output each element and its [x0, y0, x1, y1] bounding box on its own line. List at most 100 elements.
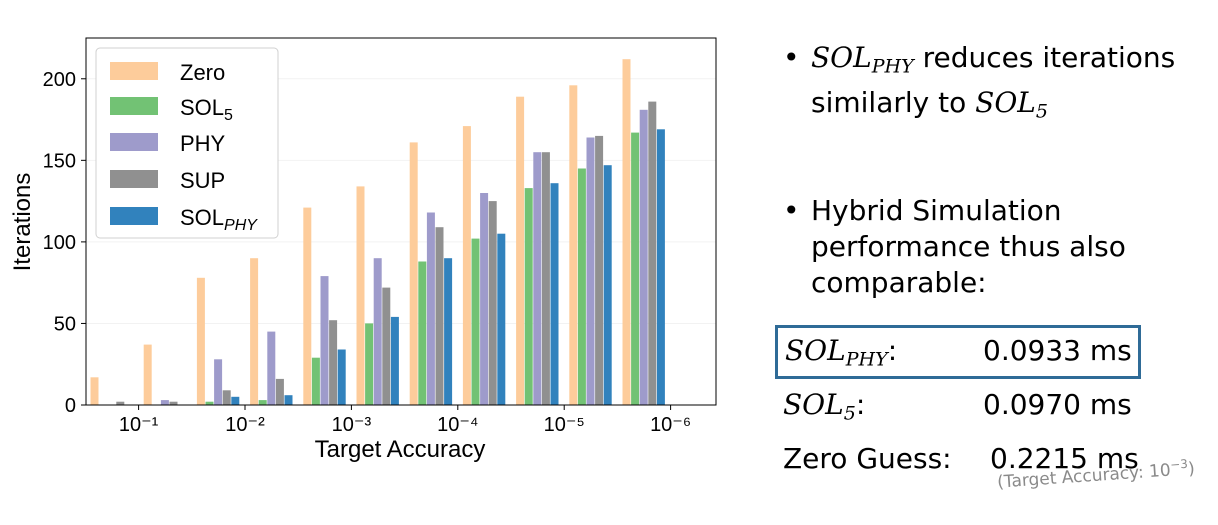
timing-table: SOLPHY: 0.0933 ms SOL5: 0.0970 ms Zero G… [783, 328, 1143, 490]
bar-solphy [390, 316, 399, 405]
bar-phy [214, 359, 223, 405]
y-tick-label: 100 [43, 232, 76, 254]
bar-sup [169, 401, 178, 405]
y-tick-label: 150 [43, 150, 76, 172]
x-axis-label: Target Accuracy [315, 436, 486, 463]
legend-label-sol5: SOL5 [180, 95, 233, 124]
math-base: SOL [811, 41, 872, 74]
legend: Zero SOL5 PHY SUP SOLPHY [95, 47, 279, 239]
bar-zero [250, 258, 259, 405]
bar-phy [586, 137, 595, 405]
x-tick-label: 10⁻³ [332, 414, 372, 436]
x-tick-label: 10⁻⁵ [544, 414, 585, 436]
y-tick-label: 0 [65, 395, 76, 417]
bar-solphy [603, 165, 612, 405]
bar-sol5 [418, 261, 427, 405]
legend-sol5-base: SOL [180, 95, 224, 120]
legend-label-solphy: SOLPHY [180, 205, 258, 234]
bullet-list: • SOLPHY reduces iterations similarly to… [783, 40, 1213, 301]
bar-phy [426, 212, 435, 405]
plot-frame [85, 37, 717, 406]
x-tick-label: 10⁻⁶ [650, 414, 691, 436]
bullet-item-1: • SOLPHY reduces iterations similarly to… [783, 40, 1213, 129]
bullet-item-2: • Hybrid Simulation performance thus als… [783, 193, 1213, 301]
math-sub: 5 [1035, 100, 1048, 123]
timing-row-zero: Zero Guess: 0.2215 ms [783, 436, 1143, 490]
bar-sup [435, 227, 444, 405]
bar-zero [409, 142, 418, 405]
bullet-1-text: reduces iterations similarly to [811, 41, 1176, 119]
bar-phy [639, 109, 648, 406]
legend-sol5-sub: 5 [224, 107, 233, 124]
bar-sol5 [631, 132, 640, 405]
legend-label-sup: SUP [180, 168, 225, 193]
x-tick-label: 10⁻¹ [119, 414, 159, 436]
bar-phy [373, 258, 382, 405]
bar-sup [116, 401, 125, 405]
bar-zero [143, 344, 152, 405]
x-tick-label: 10⁻² [225, 414, 265, 436]
math-sol-5: SOL5 [975, 85, 1048, 123]
bar-sol5 [365, 323, 374, 405]
timing-label: SOL5: [783, 388, 865, 425]
math-base: SOL [783, 388, 844, 421]
timing-value: 0.0970 ms [983, 388, 1132, 421]
bar-zero [196, 277, 205, 405]
bar-solphy [497, 233, 506, 405]
bar-solphy [231, 396, 240, 405]
bullet-dot-icon: • [783, 194, 800, 228]
bar-sup [541, 152, 550, 405]
bar-zero [622, 59, 631, 405]
legend-swatch-sol5 [110, 97, 158, 115]
math-sub: 5 [843, 402, 856, 425]
legend-label-zero: Zero [180, 60, 225, 85]
bar-chart: 0 50 100 150 200 10⁻¹ 10⁻² 10⁻³ 10⁻⁴ 10⁻⁵ 10⁻⁶ Ta… [9, 37, 717, 463]
bar-sol5 [577, 168, 586, 405]
bar-zero [462, 126, 471, 405]
bar-sol5 [524, 188, 533, 405]
note-close: ) [1187, 458, 1196, 480]
highlight-box [775, 325, 1141, 379]
x-axis-ticks: 10⁻¹ 10⁻² 10⁻³ 10⁻⁴ 10⁻⁵ 10⁻⁶ [119, 405, 691, 436]
bullet-dot-icon: • [783, 41, 800, 74]
bar-sup [488, 201, 497, 405]
y-axis-ticks: 0 50 100 150 200 [43, 69, 86, 417]
math-base: SOL [975, 85, 1036, 119]
bar-sup [382, 287, 391, 405]
bar-sup [329, 320, 338, 405]
timing-label: Zero Guess: [783, 442, 952, 475]
legend-label-phy: PHY [180, 131, 226, 156]
legend-swatch-zero [110, 62, 158, 80]
bar-zero [569, 85, 578, 406]
colon: : [887, 334, 898, 367]
y-tick-label: 200 [43, 69, 76, 91]
legend-swatch-phy [110, 133, 158, 151]
note-exponent: −3 [1169, 456, 1189, 472]
bar-phy [480, 193, 489, 405]
legend-box [95, 47, 279, 239]
colon: : [855, 388, 866, 421]
math-sub: PHY [845, 348, 888, 371]
bullet-2-text: Hybrid Simulation performance thus also … [811, 194, 1126, 300]
math-sub: PHY [871, 55, 914, 78]
bar-phy [267, 331, 276, 405]
bar-sup [595, 135, 604, 405]
bar-solphy [656, 129, 665, 406]
bar-sol5 [471, 238, 480, 405]
timing-label: SOLPHY: [785, 334, 897, 371]
timing-row-sol5: SOL5: 0.0970 ms [783, 382, 1143, 436]
timing-value: 0.2215 ms [990, 442, 1139, 475]
bar-zero [303, 207, 312, 405]
timing-row-solphy: SOLPHY: 0.0933 ms [783, 328, 1143, 382]
legend-swatch-sup [110, 170, 158, 188]
bar-sup [648, 101, 657, 405]
bar-solphy [284, 395, 293, 405]
math-sol-phy: SOLPHY [811, 41, 914, 78]
bar-phy [160, 400, 169, 405]
bar-zero [356, 186, 365, 405]
legend-swatch-solphy [110, 207, 158, 225]
bar-phy [533, 152, 542, 405]
bar-zero [516, 96, 525, 405]
y-axis-label: Iterations [9, 173, 36, 272]
timing-value: 0.0933 ms [983, 334, 1132, 367]
